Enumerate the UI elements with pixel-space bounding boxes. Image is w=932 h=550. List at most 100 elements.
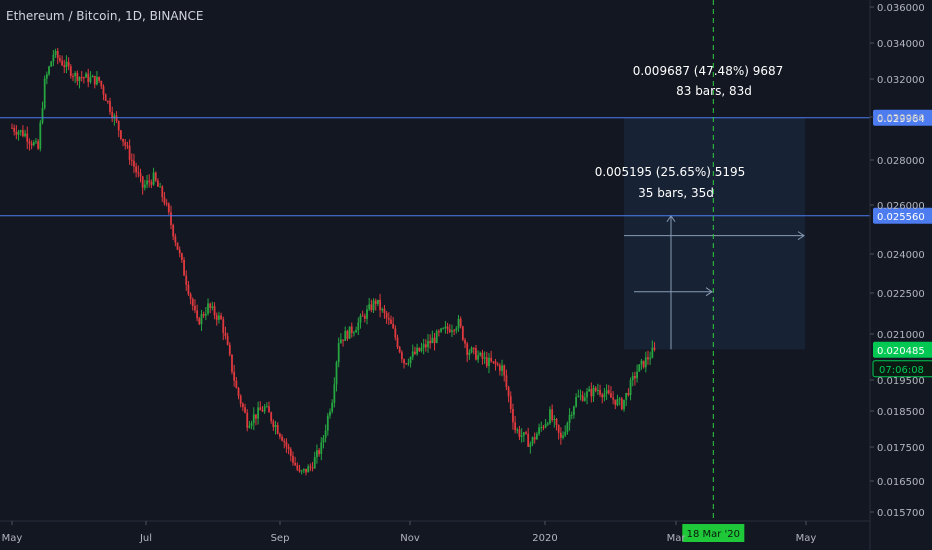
- chart-title: Ethereum / Bitcoin, 1D, BINANCE: [6, 9, 204, 23]
- candle-down: [398, 347, 401, 353]
- candle-up: [324, 430, 327, 438]
- candle-up: [35, 141, 37, 143]
- candle-up: [252, 414, 255, 424]
- candle-up: [372, 300, 375, 311]
- candle-up: [477, 355, 479, 360]
- candle-down: [448, 329, 451, 332]
- candle-down: [224, 333, 227, 336]
- price-tick-label: 0.026000: [877, 201, 925, 212]
- candle-up: [320, 442, 323, 454]
- candle-up: [457, 318, 460, 329]
- candle-down: [161, 186, 164, 198]
- candle-up: [651, 347, 654, 358]
- candle-down: [383, 308, 386, 314]
- candle-down: [28, 141, 31, 144]
- candle-up: [501, 365, 503, 371]
- candle-up: [573, 406, 575, 415]
- time-axis[interactable]: May Jul Sep Nov 2020 Mar May: [0, 520, 870, 544]
- price-tick-label: 0.019500: [877, 376, 925, 387]
- candle-down: [270, 412, 273, 422]
- price-tick-label: 0.022500: [877, 289, 925, 300]
- candle-up: [333, 384, 336, 403]
- candle-up: [265, 406, 268, 408]
- candle-up: [411, 351, 414, 357]
- candle-down: [67, 61, 70, 67]
- candle-up: [211, 306, 214, 309]
- candle-down: [176, 242, 179, 250]
- candle-up: [522, 432, 525, 436]
- candle-up: [54, 51, 57, 55]
- candle-down: [512, 409, 514, 423]
- horizontal-lines: 0.029964 0.025560 0.020485 07:06:08: [0, 109, 932, 378]
- candle-down: [63, 65, 66, 68]
- candle-up: [549, 409, 551, 424]
- candle-down: [418, 347, 421, 352]
- candle-down: [514, 422, 517, 431]
- candle-up: [451, 330, 453, 332]
- candle-down: [551, 409, 554, 420]
- candle-down: [244, 407, 246, 413]
- candle-down: [237, 388, 240, 396]
- candle-up: [568, 414, 571, 424]
- candle-down: [370, 304, 373, 311]
- measurement-labels: 0.009687 (47.48%) 9687 83 bars, 83d 0.0051…: [595, 64, 784, 200]
- candle-up: [52, 54, 55, 62]
- price-tick-label: 0.017500: [877, 443, 925, 454]
- price-axis[interactable]: 0.036000 0.034000 0.032000 0.030000 0.028000…: [869, 0, 925, 550]
- candle-down: [194, 305, 196, 311]
- candle-down: [305, 468, 307, 473]
- candle-up: [357, 322, 360, 331]
- candle-up: [204, 313, 207, 316]
- candle-down: [235, 380, 238, 389]
- candle-down: [241, 403, 244, 408]
- candle-up: [616, 399, 619, 406]
- candle-down: [30, 143, 33, 146]
- candle-up: [583, 397, 586, 401]
- candle-up: [638, 364, 641, 372]
- candle-down: [610, 393, 612, 398]
- time-tick-label: May: [796, 533, 817, 544]
- candle-down: [509, 396, 512, 410]
- candle-up: [89, 77, 92, 83]
- candle-down: [233, 371, 236, 381]
- candle-down: [122, 138, 124, 142]
- candle-down: [272, 421, 275, 428]
- candle-down: [141, 176, 144, 188]
- current-price-label: 0.020485: [877, 346, 925, 357]
- candle-up: [368, 304, 371, 310]
- price-tick-label: 0.018500: [877, 407, 925, 418]
- candle-down: [559, 432, 562, 438]
- vertical-marker-line: 18 Mar '20: [682, 0, 745, 542]
- candle-down: [601, 394, 604, 398]
- candle-up: [19, 130, 22, 132]
- candle-down: [620, 398, 623, 410]
- candle-up: [592, 387, 595, 397]
- candle-up: [366, 309, 368, 319]
- candle-up: [159, 186, 162, 188]
- measure-label-2b: 35 bars, 35d: [638, 186, 714, 200]
- candle-down: [21, 130, 24, 137]
- candle-up: [623, 399, 625, 410]
- candle-up: [649, 357, 652, 360]
- candle-up: [146, 180, 148, 185]
- candle-down: [527, 433, 530, 447]
- candle-up: [570, 414, 573, 416]
- candle-down: [259, 407, 262, 411]
- candle-up: [416, 347, 419, 354]
- candle-down: [87, 73, 90, 83]
- candle-up: [407, 363, 410, 365]
- candle-down: [607, 390, 610, 394]
- time-tick-label: Mar: [667, 533, 687, 544]
- candle-down: [494, 361, 497, 365]
- candle-up: [540, 426, 543, 428]
- candle-down: [503, 365, 506, 376]
- candle-down: [283, 440, 286, 443]
- candle-up: [339, 339, 342, 344]
- candle-up: [586, 391, 588, 398]
- candle-up: [331, 402, 334, 412]
- candle-down: [281, 436, 283, 441]
- candle-down: [492, 361, 495, 363]
- price-tick-label: 0.015700: [877, 508, 925, 519]
- candle-up: [218, 315, 220, 320]
